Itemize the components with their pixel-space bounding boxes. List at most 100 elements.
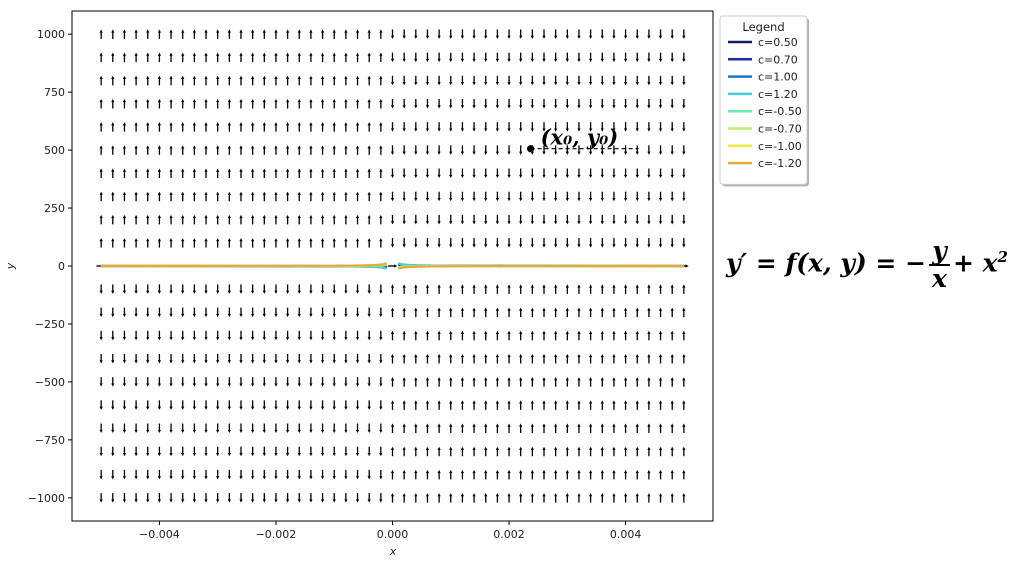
field-arrow <box>425 98 430 109</box>
field-arrow <box>204 145 208 155</box>
field-arrow <box>635 98 639 109</box>
field-arrow <box>460 122 465 132</box>
field-arrow-head <box>204 52 208 56</box>
field-arrow <box>658 52 663 63</box>
field-arrow <box>99 29 103 39</box>
field-arrow <box>577 98 581 109</box>
field-arrow-head <box>530 128 534 132</box>
field-arrow <box>239 493 243 503</box>
field-arrow <box>367 469 371 480</box>
field-arrow <box>682 353 686 364</box>
field-arrow-head <box>320 214 325 219</box>
field-arrow-head <box>251 191 255 195</box>
field-arrow <box>134 29 138 39</box>
field-arrow-head <box>647 446 651 450</box>
field-arrow <box>635 469 639 480</box>
field-arrow-head <box>425 244 430 248</box>
field-arrow-head <box>344 429 348 434</box>
field-arrow-head <box>169 75 173 79</box>
field-arrow <box>332 330 336 341</box>
field-arrow <box>589 493 593 503</box>
field-arrow-head <box>658 221 663 225</box>
field-arrow-head <box>589 353 593 358</box>
y-tick-label: 500 <box>44 144 65 157</box>
field-arrow-head <box>554 307 558 311</box>
field-arrow-head <box>181 145 185 149</box>
field-arrow-head <box>379 29 383 33</box>
field-arrow-head <box>425 174 430 179</box>
legend-entry: c=1.20 <box>728 88 798 101</box>
field-arrow-head <box>623 493 628 497</box>
legend-label: c=0.50 <box>758 36 798 49</box>
field-arrow-head <box>635 221 639 225</box>
field-arrow-head <box>99 52 103 56</box>
field-arrow-head <box>355 406 360 410</box>
field-arrow-head <box>390 174 395 179</box>
field-arrow-head <box>344 75 348 79</box>
field-arrow-head <box>227 337 231 341</box>
field-arrow <box>577 122 581 132</box>
field-arrow-head <box>577 330 581 334</box>
field-arrow <box>670 122 674 132</box>
field-arrow-head <box>472 35 476 39</box>
field-arrow <box>262 145 266 155</box>
field-arrow <box>635 353 639 364</box>
field-arrow <box>623 238 628 248</box>
field-arrow <box>320 52 325 63</box>
field-arrow <box>157 29 162 39</box>
field-arrow-head <box>623 35 628 39</box>
field-arrow-head <box>297 453 301 457</box>
field-arrow <box>530 400 534 410</box>
field-arrow-head <box>484 423 488 427</box>
field-arrow-head <box>472 198 476 202</box>
field-arrow-head <box>181 168 185 172</box>
field-arrow-head <box>658 174 663 179</box>
field-arrow <box>565 238 569 248</box>
field-arrow <box>111 238 115 248</box>
field-arrow <box>239 400 243 410</box>
field-arrow <box>507 98 511 109</box>
field-arrow-head <box>623 469 628 474</box>
field-arrow <box>134 446 138 457</box>
field-arrow-head <box>460 353 465 358</box>
field-arrow <box>157 307 162 318</box>
field-arrow-head <box>157 476 162 480</box>
field-arrow <box>355 446 360 457</box>
field-arrow-head <box>414 221 418 225</box>
field-arrow-head <box>682 151 686 155</box>
field-arrow-head <box>251 98 255 103</box>
field-arrow-head <box>414 82 418 86</box>
field-arrow <box>204 98 208 109</box>
field-arrow-head <box>530 244 534 248</box>
field-arrow <box>635 330 639 341</box>
field-arrow-head <box>332 429 336 434</box>
field-arrow <box>542 238 546 248</box>
field-arrow <box>274 400 278 410</box>
field-arrow <box>460 377 465 387</box>
field-arrow-head <box>484 221 488 225</box>
field-arrow-head <box>414 128 418 132</box>
field-arrow-head <box>437 353 441 358</box>
field-arrow-head <box>484 198 488 202</box>
field-arrow <box>554 423 558 434</box>
field-arrow <box>449 307 453 318</box>
field-arrow <box>589 29 593 39</box>
field-arrow <box>682 75 686 86</box>
field-arrow-head <box>460 493 465 497</box>
field-arrow <box>449 122 453 132</box>
field-arrow <box>169 353 173 364</box>
field-arrow-head <box>99 406 103 410</box>
field-arrow <box>134 98 138 109</box>
field-arrow <box>216 469 220 480</box>
field-arrow-head <box>344 406 348 410</box>
field-arrow-head <box>495 353 499 358</box>
field-arrow <box>367 29 371 39</box>
field-arrow-head <box>647 284 651 288</box>
field-arrow <box>181 75 185 86</box>
field-arrow <box>519 122 523 132</box>
field-arrow <box>157 52 162 63</box>
field-arrow-head <box>157 429 162 434</box>
field-arrow <box>623 400 628 410</box>
field-arrow-head <box>472 330 476 334</box>
field-arrow <box>146 238 150 248</box>
